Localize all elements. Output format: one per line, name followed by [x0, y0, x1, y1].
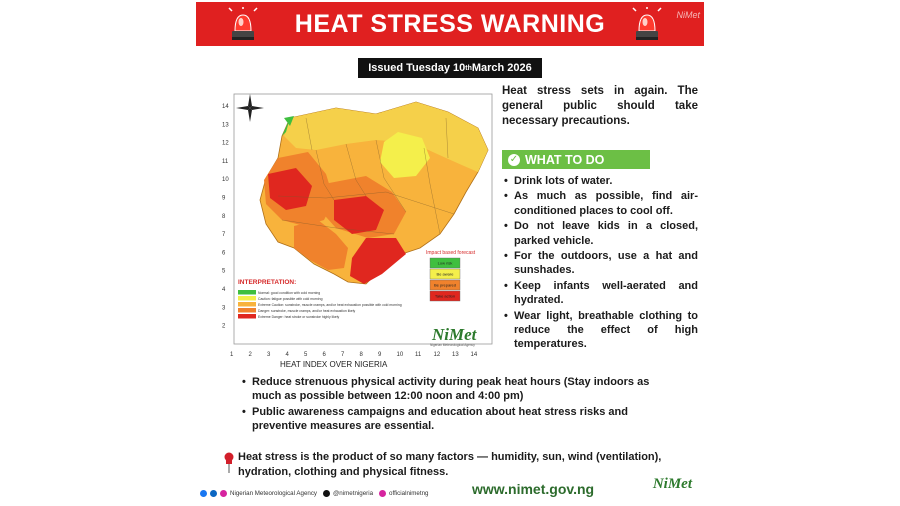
y-tick-label: 7 [222, 232, 226, 238]
impact-legend-title: Impact based forecast [426, 250, 476, 256]
instagram-text: officialnimetng [389, 489, 429, 497]
instagram-icon [379, 489, 387, 497]
interpretation-title: INTERPRETATION: [238, 279, 296, 286]
impact-label: Low risk [438, 261, 453, 266]
map-nimet-logo: NiMet [431, 325, 478, 344]
what-to-do-label: WHAT TO DO [525, 152, 605, 167]
legend-label: Extreme Danger: heat stroke or sunstroke… [258, 315, 340, 319]
legend-swatch [238, 314, 256, 319]
tip-item: Do not leave kids in a closed, parked ve… [502, 219, 698, 248]
y-tick-label: 11 [222, 159, 229, 165]
x-tick-label: 14 [471, 352, 478, 358]
impact-swatch [429, 257, 461, 269]
x-tick-label: 2 [249, 352, 253, 358]
x-tick-label: 5 [304, 352, 308, 358]
tip-item: As much as possible, find air-conditione… [502, 189, 698, 218]
issued-prefix: Issued Tuesday 10 [368, 62, 466, 74]
factors-text: Heat stress is the product of so many fa… [238, 451, 662, 478]
factors-note: Heat stress is the product of so many fa… [222, 450, 662, 479]
x-tick-label: 1 [230, 352, 234, 358]
x-tick-label: 7 [341, 352, 345, 358]
x-tick-label: 6 [323, 352, 327, 358]
x-tick-label: 11 [415, 352, 422, 358]
banner-title: HEAT STRESS WARNING [294, 9, 606, 38]
tip-item: Keep infants well-aerated and hydrated. [502, 279, 698, 308]
x-tick-label: 13 [452, 352, 459, 358]
legend-label: Caution: fatigue possible with cold morn… [258, 297, 323, 301]
impact-label: Be prepared [434, 283, 456, 288]
y-tick-label: 10 [222, 177, 229, 183]
legend-swatch [238, 290, 256, 295]
tip-item: Wear light, breathable clothing to reduc… [502, 309, 698, 352]
y-tick-label: 12 [222, 141, 229, 147]
twitter-handle[interactable]: @nimetnigeria [323, 489, 374, 497]
y-tick-label: 2 [222, 324, 226, 330]
y-tick-label: 8 [222, 214, 226, 220]
impact-label: Take action [435, 294, 455, 299]
check-circle-icon: ✓ [508, 153, 520, 166]
agency-social[interactable]: Nigerian Meteorological Agency [200, 489, 318, 497]
advice-list: Reduce strenuous physical activity durin… [240, 375, 660, 435]
pushpin-icon [224, 452, 234, 473]
warning-banner: HEAT STRESS WARNING NiMet [196, 2, 704, 46]
facebook-icon [200, 489, 207, 497]
tips-list: Drink lots of water. As much as possible… [502, 174, 698, 353]
issued-month: March 2026 [471, 62, 532, 74]
tip-item: For the outdoors, use a hat and sunshade… [502, 249, 698, 278]
advice-item: Reduce strenuous physical activity durin… [240, 375, 660, 404]
heat-stress-poster: HEAT STRESS WARNING NiMet Issued Tuesday… [196, 0, 704, 506]
corner-logo: NiMet [676, 10, 700, 20]
compass-rose-icon [236, 94, 264, 122]
footer-nimet-logo: NiMet [652, 476, 692, 492]
y-tick-label: 4 [222, 287, 226, 293]
x-tick-label: 9 [378, 352, 382, 358]
state-borders [277, 117, 455, 235]
what-to-do-header: ✓ WHAT TO DO [502, 150, 650, 169]
siren-right-icon [632, 7, 662, 40]
legend-swatch [238, 308, 256, 313]
y-tick-label: 13 [222, 122, 229, 128]
advice-item: Public awareness campaigns and education… [240, 405, 660, 434]
tip-item: Drink lots of water. [502, 174, 698, 189]
x-tick-label: 4 [286, 352, 290, 358]
impact-swatch [429, 290, 461, 302]
legend-swatch [238, 302, 256, 307]
website-link[interactable]: www.nimet.gov.ng [472, 481, 595, 497]
y-tick-label: 5 [222, 269, 226, 275]
instagram-icon [220, 489, 227, 497]
x-tick-label: 10 [397, 352, 404, 358]
issued-suffix-sup: th [465, 64, 472, 72]
y-tick-label: 9 [222, 196, 226, 202]
heat-index-map: 14 13 12 11 10 9 8 7 6 5 4 3 2 1 2 3 4 5 6 7 8 9 10 11 12 13 14 [216, 88, 498, 370]
footer-social: Nigerian Meteorological Agency @nimetnig… [200, 485, 700, 501]
impact-swatch [429, 279, 461, 291]
intro-text: Heat stress sets in again. The general p… [502, 85, 698, 127]
y-tick-label: 3 [222, 305, 226, 311]
instagram-handle[interactable]: officialnimetng [379, 489, 429, 497]
siren-left-icon [228, 7, 258, 40]
twitter-text: @nimetnigeria [333, 489, 374, 497]
x-tick-label: 12 [434, 352, 441, 358]
legend-label: Danger: sunstroke, muscle cramps, and/or… [258, 309, 356, 313]
agency-name: Nigerian Meteorological Agency [230, 489, 318, 497]
map-caption: HEAT INDEX OVER NIGERIA [280, 360, 388, 369]
linkedin-icon [210, 489, 217, 497]
x-twitter-icon [323, 489, 331, 497]
y-tick-label: 6 [222, 250, 226, 256]
x-tick-label: 3 [267, 352, 271, 358]
impact-label: Be aware [437, 272, 455, 277]
y-tick-label: 14 [222, 104, 229, 110]
legend-label: Extreme Caution: sunstroke, muscle cramp… [258, 303, 402, 307]
impact-swatch [429, 268, 461, 280]
x-tick-label: 8 [360, 352, 364, 358]
legend-label: Normal: good condition with cold morning [258, 291, 320, 295]
map-nimet-logo-sub: Nigerian Meteorological Agency [430, 343, 475, 347]
legend-swatch [238, 296, 256, 301]
